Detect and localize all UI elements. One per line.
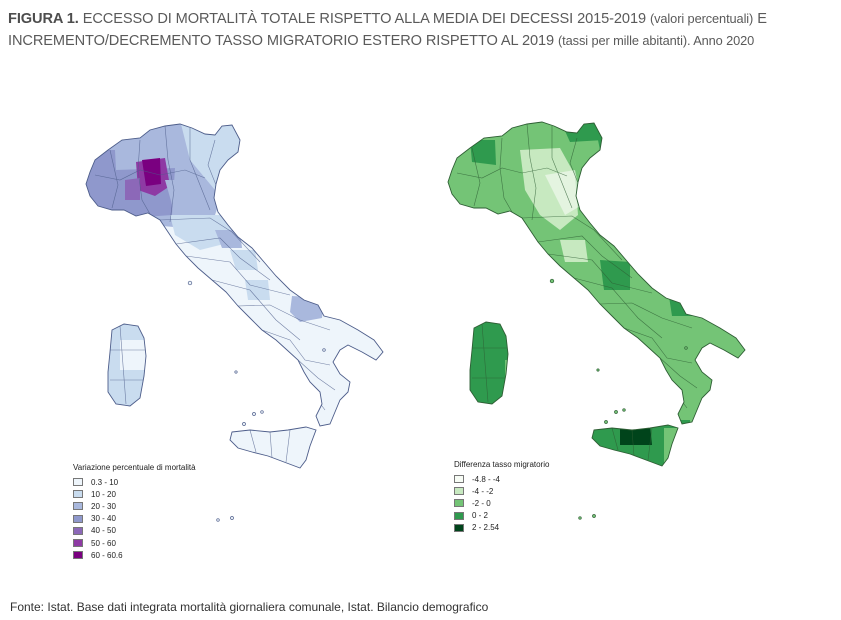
mortality-legend-item: 0.3 - 10: [73, 476, 196, 488]
migration-legend-rows: -4.8 - -4 -4 - -2 -2 - 0 0 - 2 2 - 2.54: [454, 473, 549, 534]
migration-legend-swatch: [454, 523, 464, 532]
mortality-legend-item: 50 - 60: [73, 537, 196, 549]
migration-legend-label: 2 - 2.54: [472, 523, 500, 533]
mortality-legend-swatch: [73, 502, 83, 511]
migration-legend-swatch: [454, 499, 464, 508]
mortality-legend-label: 20 - 30: [91, 501, 116, 511]
mortality-legend-rows: 0.3 - 10 10 - 20 20 - 30 30 - 40 40 - 50 50 -…: [73, 476, 196, 561]
title-note-percent: (valori percentuali): [649, 11, 754, 26]
mortality-legend-title: Variazione percentuale di mortalità: [73, 463, 196, 472]
migration-legend-item: 2 - 2.54: [454, 522, 549, 534]
title-main-2: E INCREMENTO/DECREMENTO TASSO MIGRATORIO…: [8, 11, 767, 49]
title-main: ECCESSO DI MORTALITÀ TOTALE RISPETTO ALL…: [82, 11, 646, 27]
mortality-legend-item: 30 - 40: [73, 513, 196, 525]
migration-legend-item: -4 - -2: [454, 485, 549, 497]
mortality-legend-item: 40 - 50: [73, 525, 196, 537]
migration-legend-item: -4.8 - -4: [454, 473, 549, 485]
mortality-legend-swatch: [73, 526, 83, 535]
mortality-map: [85, 123, 384, 522]
source-note: Fonte: Istat. Base dati integrata mortal…: [10, 600, 489, 614]
migration-map: [447, 121, 746, 520]
mortality-legend-swatch: [73, 490, 83, 499]
mortality-legend-swatch: [73, 539, 83, 548]
mortality-legend: Variazione percentuale di mortalità 0.3 …: [73, 463, 196, 561]
migration-legend-swatch: [454, 487, 464, 496]
figure-label: FIGURA 1.: [8, 11, 79, 27]
mortality-legend-item: 60 - 60.6: [73, 549, 196, 561]
migration-legend-item: 0 - 2: [454, 510, 549, 522]
migration-legend-label: 0 - 2: [472, 511, 489, 521]
migration-legend-label: -2 - 0: [472, 498, 491, 508]
migration-legend-swatch: [454, 511, 464, 520]
mortality-legend-swatch: [73, 551, 83, 560]
migration-legend-swatch: [454, 475, 464, 484]
migration-legend-item: -2 - 0: [454, 497, 549, 509]
migration-legend: Differenza tasso migratorio -4.8 - -4 -4 …: [454, 460, 549, 534]
figure-title: FIGURA 1. ECCESSO DI MORTALITÀ TOTALE RI…: [8, 8, 833, 52]
title-note-rate: (tassi per mille abitanti). Anno 2020: [558, 33, 755, 48]
mortality-legend-item: 10 - 20: [73, 488, 196, 500]
mortality-legend-label: 10 - 20: [91, 489, 116, 499]
mortality-legend-label: 40 - 50: [91, 526, 116, 536]
migration-legend-title: Differenza tasso migratorio: [454, 460, 550, 469]
mortality-legend-swatch: [73, 514, 83, 523]
migration-legend-label: -4.8 - -4: [472, 474, 501, 484]
mortality-legend-label: 30 - 40: [91, 514, 116, 524]
migration-legend-label: -4 - -2: [472, 486, 494, 496]
mortality-legend-label: 60 - 60.6: [91, 550, 123, 560]
mortality-legend-label: 50 - 60: [91, 538, 116, 548]
mortality-legend-item: 20 - 30: [73, 500, 196, 512]
mortality-legend-swatch: [73, 478, 83, 487]
mortality-legend-label: 0.3 - 10: [91, 477, 119, 487]
